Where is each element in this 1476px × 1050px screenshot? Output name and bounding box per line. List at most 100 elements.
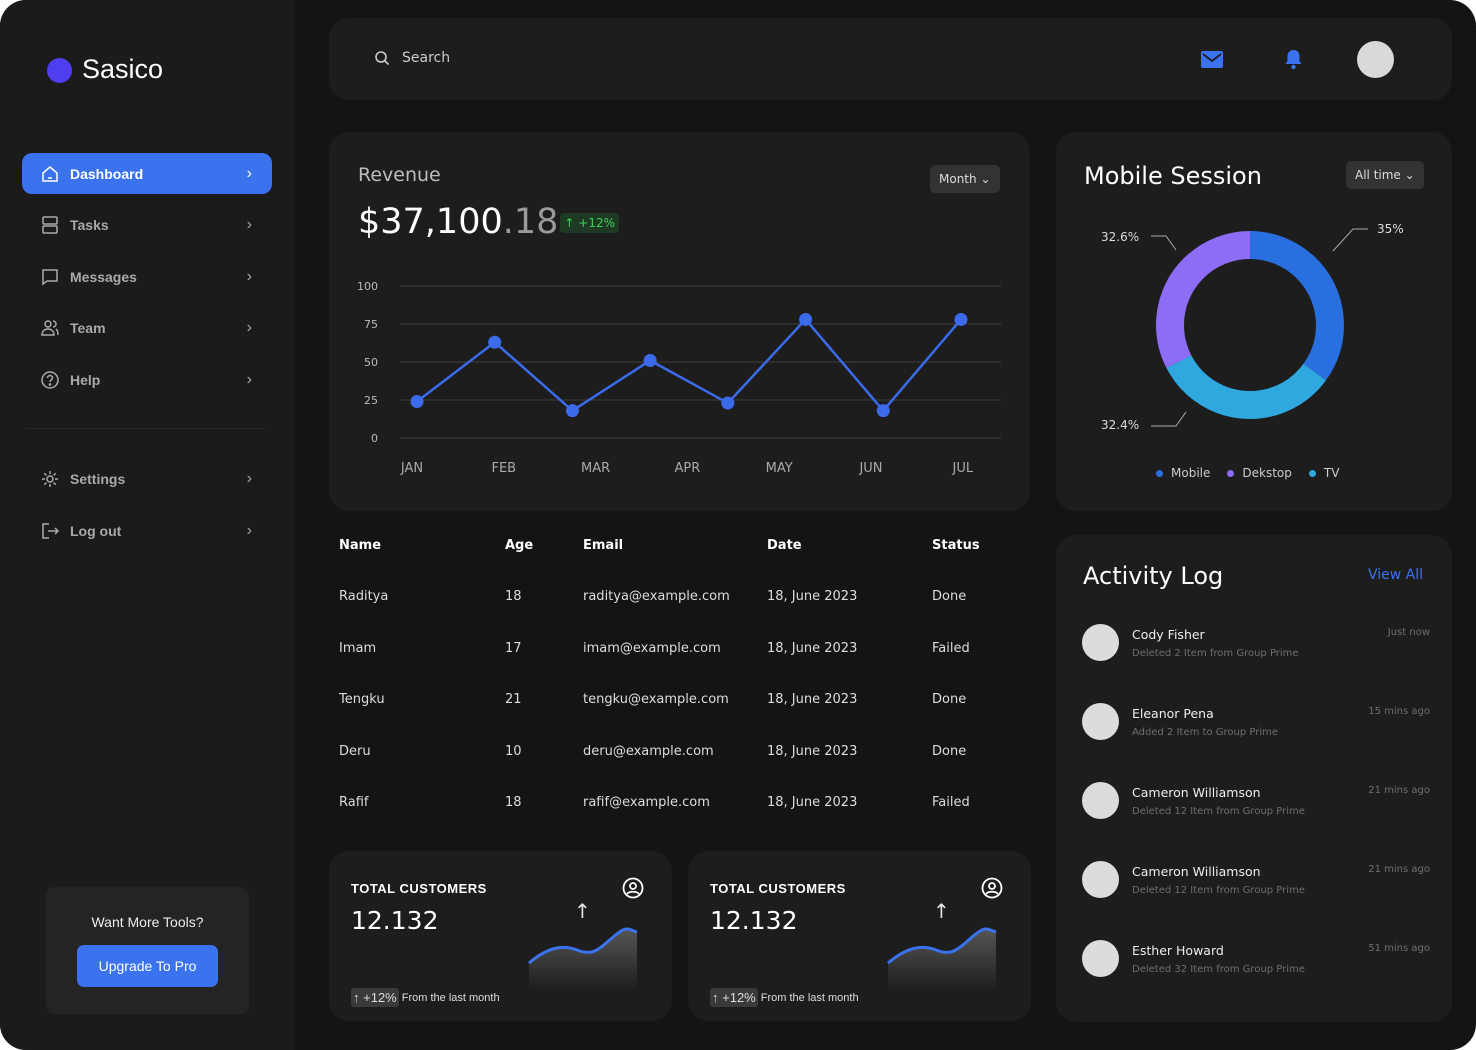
activity-item[interactable]: Esther Howard Deleted 32 Item from Group … [1082, 940, 1442, 990]
sidebar-item-dashboard[interactable]: Dashboard › [22, 153, 272, 194]
gear-icon [42, 470, 58, 487]
logo-icon [47, 58, 72, 83]
change-value: +12% [578, 216, 616, 230]
chevron-right-icon: › [246, 521, 252, 539]
table-cell: 18, June 2023 [767, 795, 858, 810]
view-all-link[interactable]: View All [1368, 567, 1424, 583]
activity-desc: Deleted 12 Item from Group Prime [1132, 806, 1305, 817]
avatar [1082, 703, 1119, 740]
table-cell: imam@example.com [583, 640, 721, 656]
time-dropdown[interactable]: All time ⌄ [1346, 161, 1424, 189]
table-cell: Imam [339, 640, 377, 656]
chart-legend: Mobile Dekstop TV [1156, 466, 1339, 480]
donut-slice-tv[interactable] [1156, 231, 1344, 419]
revenue-line [416, 317, 962, 413]
sparkline [528, 927, 638, 991]
team-icon [41, 319, 59, 336]
activity-item[interactable]: Cody Fisher Deleted 2 Item from Group Pri… [1082, 624, 1442, 674]
sidebar-item-tasks[interactable]: Tasks › [22, 204, 272, 245]
legend-tv: TV [1308, 466, 1340, 480]
month-dropdown[interactable]: Month ⌄ [930, 165, 1000, 193]
table-cell: rafif@example.com [583, 795, 710, 810]
chevron-right-icon: › [246, 370, 252, 388]
donut-slice-dekstop[interactable] [1156, 231, 1344, 419]
user-avatar[interactable] [1357, 41, 1394, 78]
activity-user: Cameron Williamson [1132, 785, 1261, 800]
arrow-up-icon: ↑ [933, 899, 950, 923]
revenue-decimal: .18 [502, 202, 559, 242]
column-header: Age [505, 538, 534, 553]
top-bar: Search [329, 18, 1452, 100]
activity-log-card: Activity Log View All Cody Fisher Deleted… [1056, 535, 1452, 1022]
mail-icon[interactable] [1201, 51, 1223, 68]
x-tick-label: JUL [952, 461, 974, 476]
leader-line [1151, 411, 1187, 427]
x-tick-label: MAY [766, 461, 793, 476]
activity-desc: Deleted 12 Item from Group Prime [1132, 885, 1305, 896]
sidebar-item-help[interactable]: Help › [22, 359, 272, 400]
chevron-down-icon: ⌄ [1404, 168, 1415, 182]
revenue-value: $37,100.18 ↑ +12% [358, 202, 620, 242]
activity-user: Eleanor Pena [1132, 706, 1214, 721]
chevron-right-icon: › [246, 164, 252, 182]
activity-user: Esther Howard [1132, 943, 1224, 958]
upgrade-button[interactable]: Upgrade To Pro [77, 945, 218, 987]
table-cell: Done [932, 743, 967, 759]
divider [25, 428, 265, 429]
tasks-icon [42, 215, 58, 234]
sidebar-item-messages[interactable]: Messages › [22, 256, 272, 297]
stat-value: 12.132 [351, 906, 439, 935]
table-cell: Raditya [339, 589, 389, 604]
search-input[interactable]: Search [374, 50, 450, 66]
help-icon [41, 370, 59, 389]
activity-item[interactable]: Eleanor Pena Added 2 Item to Group Prime 1… [1082, 703, 1442, 753]
table-cell: 18, June 2023 [767, 640, 858, 656]
bell-icon[interactable] [1284, 49, 1303, 70]
logout-icon [42, 522, 60, 539]
sidebar-item-label: Log out [70, 522, 122, 539]
data-point[interactable] [643, 353, 657, 367]
avatar [1082, 782, 1119, 819]
session-title: Mobile Session [1084, 162, 1262, 190]
x-tick-label: FEB [491, 461, 516, 476]
data-point[interactable] [410, 395, 424, 409]
data-point[interactable] [488, 335, 502, 349]
table-cell: 18, June 2023 [767, 589, 858, 604]
legend-label: Dekstop [1242, 466, 1292, 480]
pct-mobile: 35% [1377, 222, 1404, 236]
x-tick-label: JAN [400, 461, 423, 476]
revenue-line-chart: 100 75 50 25 0 JAN FEB MAR APR MAY JUN JUL [357, 280, 1001, 476]
chevron-right-icon: › [246, 267, 252, 285]
chevron-right-icon: › [246, 318, 252, 336]
chevron-right-icon: › [246, 215, 252, 233]
sidebar-item-settings[interactable]: Settings › [22, 458, 272, 499]
sidebar-item-logout[interactable]: Log out › [22, 510, 272, 551]
legend-desktop: Dekstop [1227, 466, 1292, 480]
data-point[interactable] [954, 312, 968, 326]
activity-item[interactable]: Cameron Williamson Deleted 12 Item from G… [1082, 782, 1442, 832]
y-tick-label: 0 [371, 432, 378, 445]
data-point[interactable] [721, 396, 735, 410]
data-point[interactable] [876, 404, 890, 418]
chevron-down-icon: ⌄ [980, 172, 991, 186]
data-point[interactable] [799, 312, 813, 326]
promo-text: Want More Tools? [91, 914, 204, 930]
activity-item[interactable]: Cameron Williamson Deleted 12 Item from G… [1082, 861, 1442, 911]
activity-user: Cody Fisher [1132, 627, 1205, 642]
table-cell: 18 [505, 795, 522, 810]
sidebar-item-team[interactable]: Team › [22, 307, 272, 348]
y-tick-label: 50 [364, 356, 378, 369]
stat-footer: ↑ +12% From the last month [710, 988, 859, 1007]
legend-mobile: Mobile [1156, 466, 1210, 480]
change-value: +12% [363, 990, 397, 1005]
y-tick-label: 100 [357, 280, 378, 293]
y-tick-label: 25 [364, 394, 378, 407]
table-cell: 18, June 2023 [767, 692, 858, 707]
activity-time: 21 mins ago [1368, 785, 1430, 796]
legend-label: TV [1323, 466, 1340, 480]
table-cell: Done [932, 589, 967, 604]
sidebar: Sasico Dashboard › Tasks › Messages › Team ›… [0, 0, 295, 1050]
data-point[interactable] [565, 404, 579, 418]
table-cell: 10 [505, 743, 522, 759]
